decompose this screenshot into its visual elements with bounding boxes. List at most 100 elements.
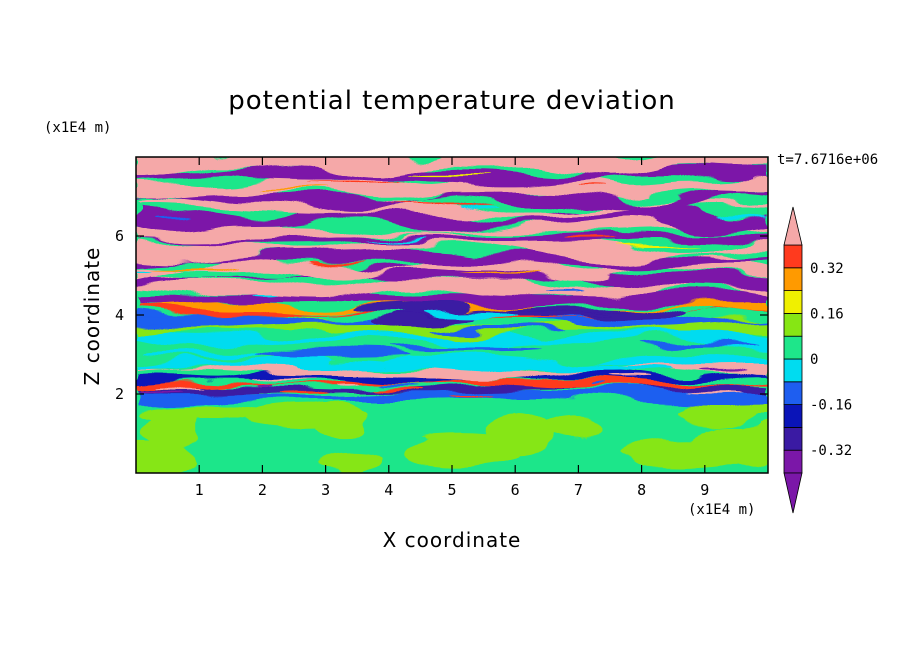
- x-axis-label: X coordinate: [382, 528, 522, 552]
- contour-blob: [545, 416, 605, 440]
- contour-blob: [255, 351, 411, 358]
- y-tick-label: 2: [115, 385, 124, 403]
- colorbar-tick-label: -0.16: [810, 398, 852, 414]
- contour-band: [136, 233, 768, 263]
- x-axis-unit: (x1E4 m): [688, 502, 756, 518]
- colorbar-swatch: [783, 312, 803, 337]
- colorbar-swatch: [783, 290, 803, 314]
- colorbar-swatch: [783, 335, 803, 360]
- x-tick-label: 5: [447, 481, 456, 499]
- contour-blob: [369, 388, 421, 391]
- contour-blob: [351, 302, 472, 314]
- contour-band: [136, 163, 768, 186]
- x-tick-label: 7: [574, 481, 583, 499]
- contour-band: [136, 184, 768, 213]
- contour-blob: [154, 216, 194, 219]
- colorbar-extend-top: [783, 206, 803, 246]
- colorbar-tick-label: 0: [810, 352, 818, 368]
- contour-blob: [373, 317, 458, 325]
- contour-blob: [683, 393, 743, 397]
- x-tick-label: 3: [321, 481, 330, 499]
- contour-band: [136, 265, 768, 289]
- contour-blob: [365, 239, 426, 242]
- x-tick-label: 1: [195, 481, 204, 499]
- contour-blob: [453, 394, 497, 397]
- contour-band: [136, 176, 768, 199]
- contour-blob: [560, 235, 618, 238]
- contour-band: [136, 275, 768, 298]
- contour-blob: [154, 387, 209, 390]
- contour-blob: [231, 359, 395, 368]
- contour-blob: [251, 377, 315, 380]
- contour-blob: [685, 426, 768, 461]
- contour-blob: [280, 390, 329, 394]
- colorbar-swatch: [783, 449, 803, 474]
- contour-blob: [684, 399, 755, 420]
- contour-blob: [526, 365, 673, 373]
- contour-blob: [391, 347, 541, 352]
- colorbar-swatch: [783, 267, 803, 291]
- contour-blob: [145, 408, 199, 451]
- contour-blob: [305, 181, 404, 184]
- contour-blob: [482, 413, 554, 454]
- contour-blob: [545, 288, 586, 291]
- contour-blob: [136, 391, 186, 394]
- contour-blob: [250, 294, 281, 297]
- colorbar-swatch: [783, 426, 803, 451]
- y-axis-unit: (x1E4 m): [44, 120, 112, 136]
- contour-blob: [458, 205, 496, 208]
- contour-blob: [317, 400, 367, 438]
- colorbar: 0.32 0.16 0 -0.16 -0.32: [783, 206, 852, 514]
- contour-band: [136, 197, 768, 218]
- contour-blob: [713, 216, 768, 219]
- colorbar-tick-label: 0.32: [810, 261, 844, 277]
- contour-blob: [591, 385, 606, 388]
- time-label: t=7.6716e+06: [777, 152, 879, 168]
- contour-blob: [151, 266, 241, 269]
- contour-blob: [453, 273, 535, 276]
- contour-blob: [638, 342, 757, 347]
- contour-blob: [259, 188, 326, 191]
- contour-blob: [391, 203, 491, 206]
- contour-blob: [136, 318, 227, 325]
- contour-blob: [400, 438, 519, 468]
- contour-blob: [577, 185, 604, 188]
- contour-blob: [157, 395, 197, 398]
- chart-title: potential temperature deviation: [228, 86, 676, 116]
- x-tick-label: 4: [384, 481, 393, 499]
- contour-blob: [406, 174, 496, 177]
- contour-band: [136, 217, 768, 242]
- contour-band: [136, 371, 768, 384]
- colorbar-swatch: [783, 404, 803, 428]
- colorbar-tick-label: 0.16: [810, 306, 844, 322]
- contour-blob: [576, 306, 685, 319]
- contour-blob: [377, 384, 419, 387]
- colorbar-tick-label: -0.32: [810, 443, 852, 459]
- contour-band: [136, 388, 768, 404]
- x-tick-label: 2: [258, 481, 267, 499]
- heatmap-contours: [136, 157, 768, 473]
- colorbar-swatch: [783, 244, 803, 269]
- contour-band: [136, 157, 768, 177]
- x-tick-label: 6: [511, 481, 520, 499]
- y-tick-label: 4: [115, 306, 124, 324]
- contour-blob: [614, 243, 702, 246]
- x-axis: 1 2 3 4 5 6 7 8 9: [195, 157, 709, 499]
- x-tick-label: 8: [637, 481, 646, 499]
- contour-blob: [261, 384, 277, 388]
- contour-blob: [609, 377, 652, 380]
- colorbar-extend-bottom: [783, 472, 803, 514]
- contour-blob: [347, 335, 458, 340]
- contour-blob: [424, 310, 522, 318]
- contour-blob: [319, 451, 382, 473]
- colorbar-swatch: [783, 358, 803, 383]
- heatmap-field: [136, 157, 768, 473]
- x-tick-label: 9: [700, 481, 709, 499]
- colorbar-swatch: [783, 381, 803, 405]
- heatmap-plot-area: [136, 157, 768, 473]
- contour-blob: [702, 369, 752, 372]
- contour-blob: [340, 383, 361, 386]
- contour-blob: [425, 327, 565, 333]
- contour-band: [136, 255, 768, 282]
